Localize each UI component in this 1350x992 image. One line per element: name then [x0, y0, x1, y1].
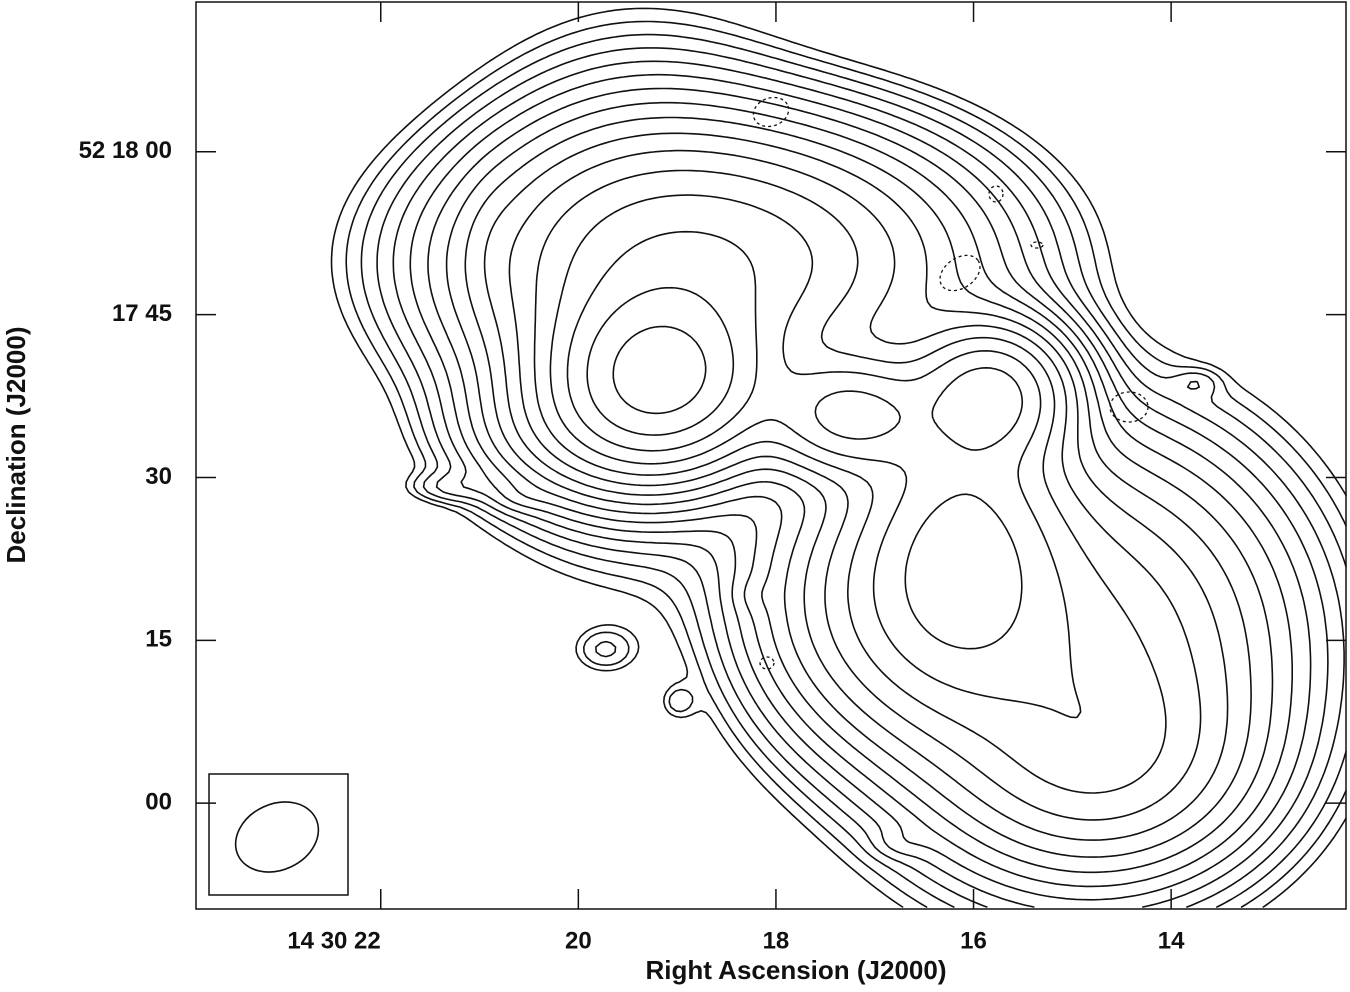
- contour: [345, 20, 1347, 908]
- negative-contour: [759, 656, 775, 670]
- contour: [392, 60, 1329, 908]
- contour: [483, 132, 1229, 841]
- negative-contour: [1030, 241, 1044, 249]
- y-tick-label: 30: [145, 463, 172, 490]
- y-axis-label: Declination (J2000): [1, 327, 31, 564]
- negative-contour: [752, 96, 790, 128]
- contour: [445, 101, 1274, 874]
- x-tick-label: 14 30 22: [287, 927, 380, 954]
- beam-box: [208, 773, 349, 896]
- negative-contour: [939, 254, 981, 292]
- contour: [566, 230, 1024, 650]
- plot-frame: [195, 1, 1347, 910]
- contour: [586, 286, 735, 436]
- contour: [508, 149, 1202, 821]
- x-tick-label: 18: [763, 927, 790, 954]
- x-tick-label: 20: [565, 927, 592, 954]
- x-tick-label: 14: [1158, 927, 1185, 954]
- y-tick-label: 17 45: [112, 300, 172, 327]
- negative-contour: [1109, 391, 1149, 423]
- x-tick-label: 16: [960, 927, 987, 954]
- contour: [533, 169, 1167, 794]
- contour: [360, 33, 1347, 908]
- contour: [464, 116, 1252, 858]
- contour: [376, 47, 1345, 908]
- contours: [330, 7, 1347, 908]
- x-axis-label: Right Ascension (J2000): [645, 955, 946, 985]
- y-tick-label: 52 18 00: [79, 137, 172, 164]
- negative-contour: [988, 185, 1004, 203]
- beam: [234, 801, 320, 873]
- y-tick-label: 00: [145, 788, 172, 815]
- contour: [549, 194, 1082, 719]
- contour: [330, 7, 1347, 908]
- contour: [409, 73, 1312, 901]
- y-tick-label: 15: [145, 626, 172, 653]
- contour: [612, 325, 707, 415]
- contour: [427, 87, 1293, 888]
